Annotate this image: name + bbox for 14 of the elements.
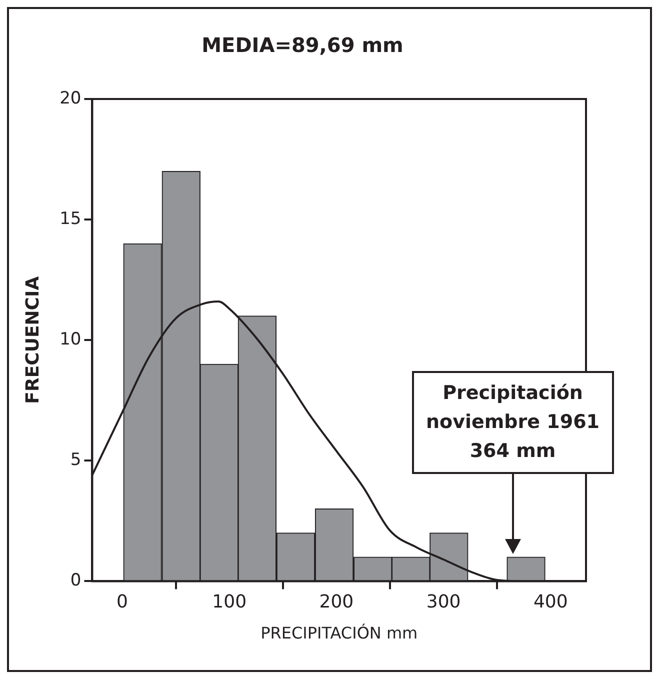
x-axis-title: PRECIPITACIÓN mm: [260, 624, 418, 643]
x-tick-label: 200: [319, 592, 354, 613]
y-tick-label: 15: [60, 208, 82, 229]
x-tick-label: 400: [533, 592, 568, 613]
x-tick-label: 0: [116, 592, 128, 613]
x-tick-label: 300: [426, 592, 461, 613]
y-tick-label: 0: [70, 570, 82, 591]
y-tick-label: 20: [60, 88, 82, 108]
annotation: Precipitación noviembre 1961 364 mm: [412, 371, 614, 474]
y-axis-title: FRECUENCIA: [22, 276, 44, 404]
chart-title: MEDIA=89,69 mm: [202, 33, 404, 58]
y-tick-label: 10: [60, 330, 82, 350]
y-tick-label: 5: [70, 450, 82, 470]
x-tick-label: 100: [212, 592, 247, 613]
